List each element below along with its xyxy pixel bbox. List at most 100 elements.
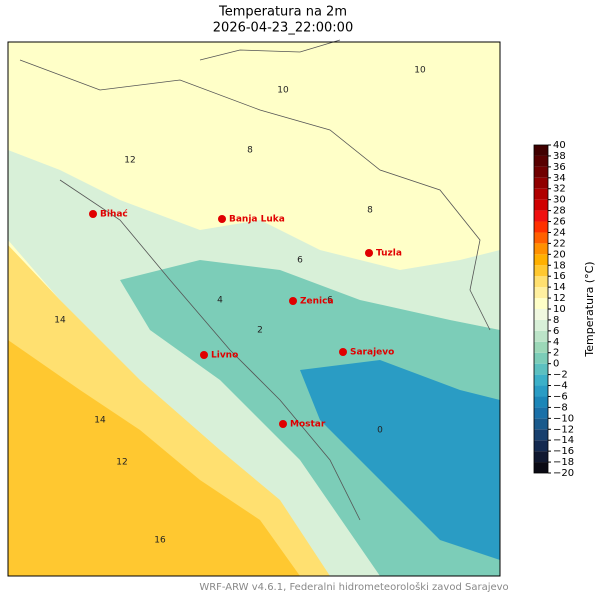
city-marker [200, 351, 208, 359]
colorbar-tick-label: 16 [553, 271, 566, 282]
colorbar-tick-label: 26 [553, 217, 566, 228]
colorbar-tick-label: 2 [553, 348, 559, 359]
contour-label: 16 [154, 536, 166, 546]
colorbar-segment [534, 221, 548, 233]
colorbar-segment [534, 276, 548, 288]
city-marker [279, 420, 287, 428]
contour-label: 6 [297, 256, 303, 266]
contour-label: 10 [277, 86, 289, 96]
city-marker [89, 210, 97, 218]
border [199, 39, 341, 61]
contour-label: 2 [257, 326, 263, 336]
colorbar-tick-label: −4 [553, 381, 568, 392]
title: Temperatura na 2m [218, 5, 347, 20]
colorbar-tick-label: −14 [553, 435, 574, 446]
colorbar-segment [534, 287, 548, 299]
contour-label: 4 [217, 296, 223, 306]
colorbar-tick-label: 8 [553, 315, 559, 326]
map [7, 39, 501, 577]
footer: WRF-ARW v4.6.1, Federalni hidrometeorolo… [199, 581, 508, 593]
colorbar-tick-label: 28 [553, 206, 566, 217]
sea [8, 340, 300, 576]
colorbar-tick-label: 38 [553, 151, 566, 162]
city-label: Livno [211, 351, 238, 361]
colorbar-tick-label: 4 [553, 337, 559, 348]
colorbar-segment [534, 265, 548, 277]
colorbar-segment [534, 254, 548, 266]
city-marker [289, 297, 297, 305]
city-label: Banja Luka [229, 215, 285, 225]
colorbar-tick-label: 22 [553, 238, 566, 249]
border [59, 179, 361, 521]
colorbar-segment [534, 418, 548, 430]
colorbar-segment [534, 199, 548, 211]
colorbar-segment [534, 243, 548, 255]
contour-label: 6 [327, 296, 333, 306]
colorbar-tick-label: −8 [553, 402, 568, 413]
contour-label: 14 [54, 316, 66, 326]
colorbar-segment [534, 363, 548, 375]
map-frame [7, 41, 501, 577]
contour-label: 12 [124, 156, 135, 166]
colorbar-segment [534, 166, 548, 178]
colorbar-tick-label: 0 [553, 359, 559, 370]
border [19, 59, 491, 331]
colorbar-segment [534, 451, 548, 463]
contour-label: 0 [377, 426, 383, 436]
colorbar-tick-label: 6 [553, 326, 559, 337]
colorbar-tick-label: 40 [553, 140, 566, 151]
city-marker [218, 215, 226, 223]
colorbar-segment [534, 374, 548, 386]
colorbar-tick-label: −6 [553, 391, 568, 402]
colorbar-segment [534, 232, 548, 244]
city-label: Zenica [300, 297, 334, 307]
colorbar-tick-label: 12 [553, 293, 566, 304]
colorbar-tick-label: 36 [553, 162, 566, 173]
colorbar-label: Temperatura (°C) [583, 261, 596, 357]
contour-label: 8 [367, 206, 373, 216]
colorbar-tick-label: −10 [553, 413, 574, 424]
colorbar-tick-label: 10 [553, 304, 566, 315]
colorbar-segment [534, 330, 548, 342]
contour-label: 10 [414, 66, 426, 76]
colorbar-segment [534, 155, 548, 167]
colorbar-tick-label: −18 [553, 457, 574, 468]
city-marker [339, 348, 347, 356]
colorbar-tick-label: 18 [553, 260, 566, 271]
colorbar-tick-label: 14 [553, 282, 566, 293]
colorbar-tick-label: 34 [553, 173, 566, 184]
zone-freezing [300, 360, 500, 560]
colorbar-segment [534, 319, 548, 331]
colorbar-segment [534, 352, 548, 364]
colorbar-segment [534, 396, 548, 408]
contour-label: 12 [116, 458, 127, 468]
colorbar-segment [534, 429, 548, 441]
colorbar-segment [534, 145, 548, 156]
colorbar-tick-label: −12 [553, 424, 574, 435]
city-label: Sarajevo [350, 348, 394, 358]
colorbar-segment [534, 462, 548, 473]
colorbar-segment [534, 385, 548, 397]
colorbar-segment [534, 177, 548, 189]
subtitle: 2026-04-23_22:00:00 [213, 21, 353, 36]
city-label: Bihać [100, 209, 128, 220]
city-label: Tuzla [376, 249, 402, 259]
colorbar-tick-label: 24 [553, 227, 566, 238]
colorbar-segment [534, 440, 548, 452]
colorbar-tick-label: 30 [553, 195, 566, 206]
contour-label: 14 [94, 416, 106, 426]
city-marker [365, 249, 373, 257]
colorbar-tick-label: −16 [553, 446, 574, 457]
city-label: Mostar [290, 420, 326, 430]
colorbar-segment [534, 407, 548, 419]
colorbar-segment [534, 188, 548, 200]
colorbar-tick-label: 32 [553, 184, 566, 195]
contour-label: 8 [247, 146, 253, 156]
colorbar-segment [534, 210, 548, 222]
colorbar-segment [534, 341, 548, 353]
colorbar-tick-label: 20 [553, 249, 566, 260]
colorbar-tick-label: −2 [553, 370, 568, 381]
colorbar-segment [534, 309, 548, 320]
colorbar-segment [534, 298, 548, 309]
